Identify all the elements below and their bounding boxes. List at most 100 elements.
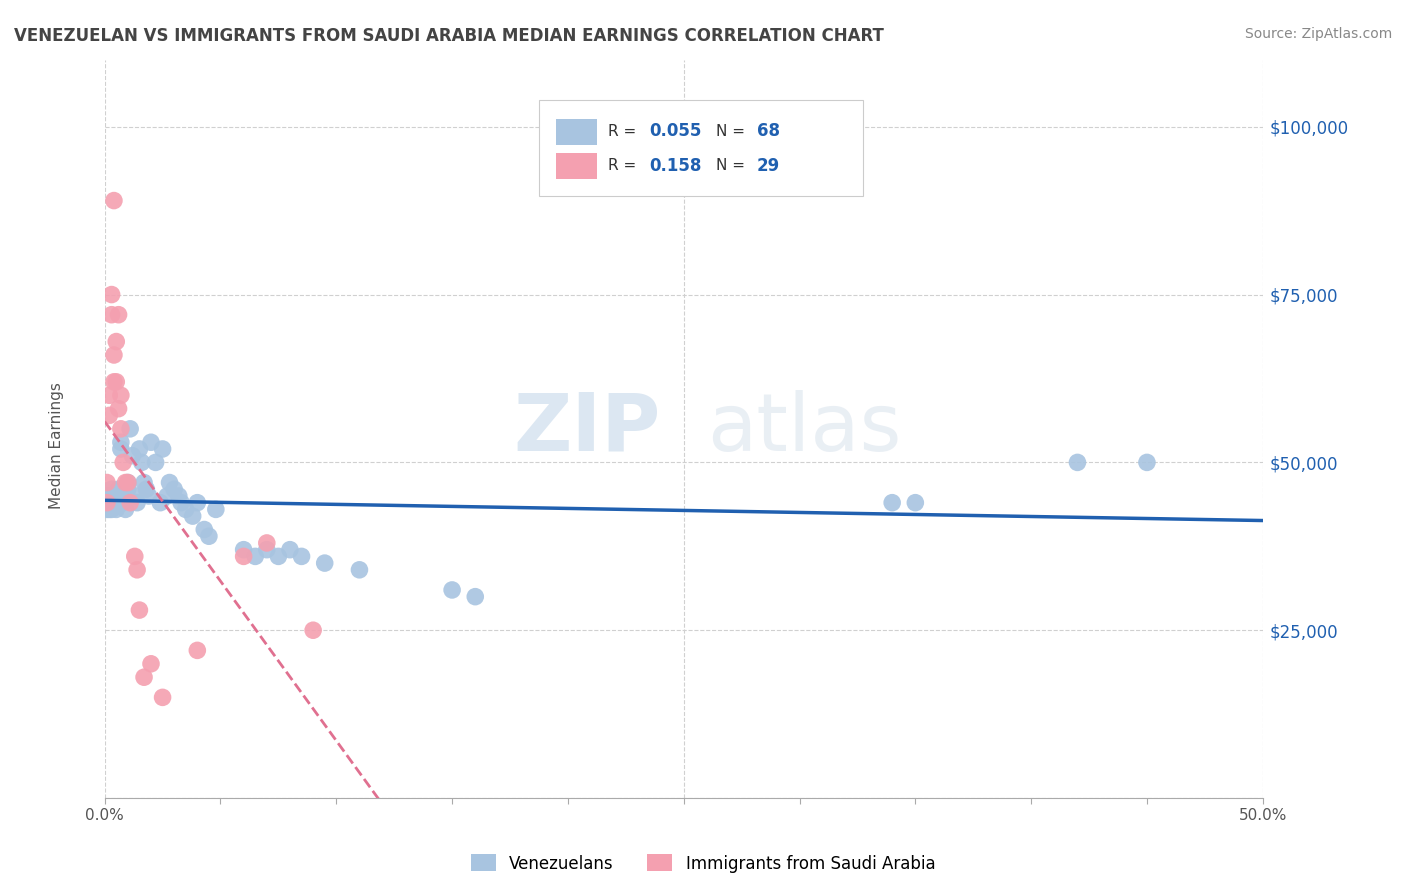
Point xyxy=(110,388,132,402)
Point xyxy=(124,549,146,564)
Point xyxy=(96,489,118,503)
Point xyxy=(117,475,139,490)
Point xyxy=(232,549,254,564)
Point xyxy=(107,482,129,496)
Point xyxy=(159,475,181,490)
Point xyxy=(152,690,174,705)
Point xyxy=(267,549,290,564)
Point xyxy=(127,496,149,510)
Point xyxy=(117,482,139,496)
Point xyxy=(103,499,125,513)
Point xyxy=(110,422,132,436)
Point xyxy=(1136,455,1159,469)
Point xyxy=(186,643,208,657)
Text: Median Earnings: Median Earnings xyxy=(49,383,63,509)
Point xyxy=(278,542,301,557)
Point xyxy=(112,496,135,510)
Point xyxy=(121,449,143,463)
Point xyxy=(120,496,142,510)
Point xyxy=(96,496,118,510)
Point xyxy=(128,442,150,456)
Point xyxy=(103,496,125,510)
Point xyxy=(110,435,132,450)
Point xyxy=(131,455,153,469)
Point xyxy=(245,549,267,564)
Point xyxy=(100,502,122,516)
Point xyxy=(156,489,179,503)
Point xyxy=(107,308,129,322)
Point xyxy=(349,563,371,577)
Point xyxy=(96,492,118,507)
Text: 0.055: 0.055 xyxy=(650,122,702,140)
Point xyxy=(103,194,125,208)
Point xyxy=(98,496,121,510)
Text: N =: N = xyxy=(716,124,749,139)
Point xyxy=(441,582,464,597)
Point xyxy=(198,529,221,543)
Point xyxy=(98,499,121,513)
Point xyxy=(464,590,486,604)
Point xyxy=(174,502,197,516)
FancyBboxPatch shape xyxy=(538,100,863,196)
Point xyxy=(105,502,128,516)
Point xyxy=(117,475,139,490)
Point xyxy=(167,489,190,503)
Point xyxy=(181,509,204,524)
Point xyxy=(114,502,136,516)
Point xyxy=(105,499,128,513)
Text: Source: ZipAtlas.com: Source: ZipAtlas.com xyxy=(1244,27,1392,41)
Point xyxy=(186,496,208,510)
Text: R =: R = xyxy=(609,159,641,173)
Point xyxy=(100,492,122,507)
Text: N =: N = xyxy=(716,159,749,173)
Point xyxy=(193,523,215,537)
Point xyxy=(152,442,174,456)
Point xyxy=(100,496,122,510)
Point xyxy=(302,624,325,638)
Point xyxy=(128,603,150,617)
Point xyxy=(132,670,155,684)
Point xyxy=(170,496,193,510)
Point xyxy=(100,308,122,322)
Point xyxy=(103,375,125,389)
Point xyxy=(290,549,312,564)
Point xyxy=(105,489,128,503)
Point xyxy=(107,489,129,503)
Text: VENEZUELAN VS IMMIGRANTS FROM SAUDI ARABIA MEDIAN EARNINGS CORRELATION CHART: VENEZUELAN VS IMMIGRANTS FROM SAUDI ARAB… xyxy=(14,27,884,45)
Point xyxy=(138,489,160,503)
Point xyxy=(96,496,118,510)
Point xyxy=(205,502,228,516)
Point xyxy=(232,542,254,557)
Point xyxy=(256,536,278,550)
Point xyxy=(139,657,162,671)
Point xyxy=(110,442,132,456)
Point xyxy=(112,455,135,469)
Point xyxy=(127,563,149,577)
Point xyxy=(107,401,129,416)
Point xyxy=(882,496,904,510)
Point xyxy=(105,334,128,349)
Point xyxy=(114,475,136,490)
Text: 68: 68 xyxy=(756,122,780,140)
Text: R =: R = xyxy=(609,124,641,139)
Point xyxy=(120,422,142,436)
Text: 0.158: 0.158 xyxy=(650,157,702,175)
Point xyxy=(163,482,186,496)
Point xyxy=(132,475,155,490)
Point xyxy=(904,496,927,510)
Point xyxy=(112,489,135,503)
Point xyxy=(1066,455,1088,469)
Point xyxy=(105,496,128,510)
Point xyxy=(149,496,172,510)
Legend: Venezuelans, Immigrants from Saudi Arabia: Venezuelans, Immigrants from Saudi Arabi… xyxy=(464,847,942,880)
Point xyxy=(103,489,125,503)
Point xyxy=(98,409,121,423)
Point xyxy=(139,435,162,450)
Point xyxy=(256,542,278,557)
Point xyxy=(100,482,122,496)
Point xyxy=(103,348,125,362)
Point xyxy=(96,502,118,516)
Point xyxy=(135,482,157,496)
Point xyxy=(98,388,121,402)
Point xyxy=(100,287,122,301)
